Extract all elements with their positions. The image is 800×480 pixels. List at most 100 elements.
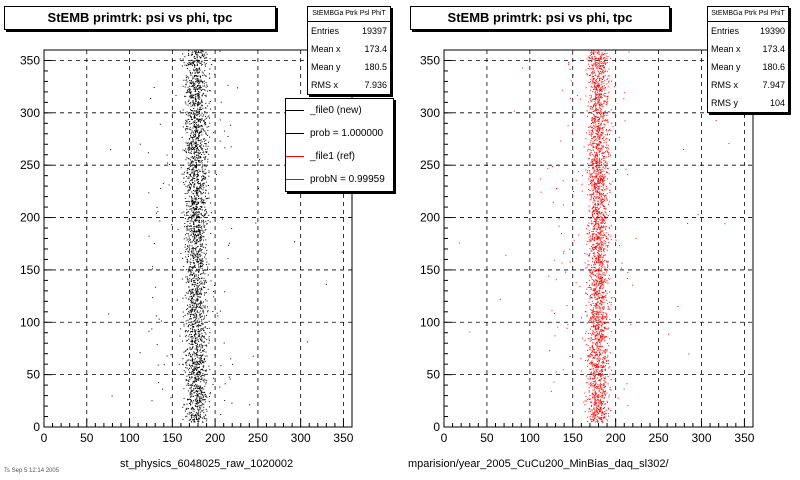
scatter-point (204, 156, 206, 158)
scatter-point (602, 383, 604, 385)
scatter-point (594, 253, 596, 255)
scatter-point (190, 208, 192, 210)
scatter-point (204, 281, 206, 283)
scatter-point (592, 145, 594, 147)
scatter-point (602, 323, 604, 325)
scatter-point (198, 161, 200, 163)
scatter-point (192, 211, 194, 213)
scatter-point (197, 378, 199, 380)
scatter-point (590, 179, 592, 181)
scatter-point (198, 145, 200, 147)
scatter-point (598, 98, 600, 100)
scatter-point (205, 173, 207, 175)
scatter-point (601, 402, 603, 404)
scatter-point (195, 134, 197, 136)
scatter-point (196, 226, 198, 228)
scatter-point (187, 77, 189, 79)
scatter-point (185, 119, 187, 121)
scatter-point (601, 134, 603, 136)
scatter-point (186, 91, 188, 93)
scatter-point (600, 401, 602, 403)
scatter-point (603, 385, 605, 387)
scatter-point (192, 84, 194, 86)
scatter-point (199, 267, 201, 269)
scatter-point (602, 338, 604, 340)
scatter-point (595, 138, 597, 140)
scatter-point (205, 281, 207, 283)
scatter-point (592, 309, 594, 311)
scatter-point (602, 115, 604, 117)
scatter-point (195, 414, 197, 416)
scatter-point (196, 349, 198, 351)
scatter-point (600, 161, 602, 163)
scatter-point (188, 103, 190, 105)
scatter-point (195, 322, 197, 324)
scatter-point (189, 239, 191, 241)
scatter-point (194, 66, 196, 68)
scatter-point (191, 310, 193, 312)
scatter-point (192, 202, 194, 204)
scatter-point (195, 387, 197, 389)
scatter-point (595, 210, 597, 212)
scatter-point (194, 142, 196, 144)
scatter-point (203, 358, 205, 360)
scatter-point (185, 354, 187, 356)
scatter-point (197, 403, 199, 405)
scatter-point (192, 178, 194, 180)
scatter-point (595, 222, 597, 224)
scatter-point (601, 362, 603, 364)
scatter-point (191, 219, 193, 221)
scatter-point (199, 415, 201, 417)
scatter-point (203, 416, 205, 418)
scatter-point (585, 359, 587, 361)
scatter-point (193, 229, 195, 231)
scatter-point (203, 203, 205, 205)
scatter-point (199, 67, 201, 69)
scatter-point (198, 140, 200, 142)
scatter-point (189, 92, 191, 94)
scatter-point (191, 321, 193, 323)
scatter-point (193, 407, 195, 409)
scatter-point (599, 192, 601, 194)
scatter-point (191, 343, 193, 345)
scatter-point (170, 354, 172, 356)
scatter-point (194, 104, 196, 106)
scatter-point (586, 233, 588, 235)
scatter-point (195, 405, 197, 407)
scatter-point (595, 351, 597, 353)
scatter-point (605, 381, 607, 383)
scatter-point (204, 256, 206, 258)
scatter-point (598, 99, 600, 101)
scatter-point (205, 75, 207, 77)
scatter-point (180, 252, 182, 254)
scatter-point (590, 152, 592, 154)
scatter-point (196, 77, 198, 79)
scatter-point (599, 149, 601, 151)
scatter-point (601, 340, 603, 342)
scatter-point (198, 150, 200, 152)
scatter-point (208, 263, 210, 265)
scatter-point (197, 350, 199, 352)
scatter-point (196, 213, 198, 215)
scatter-point (607, 328, 609, 330)
scatter-point (596, 354, 598, 356)
scatter-point (191, 414, 193, 416)
scatter-point (595, 132, 597, 134)
scatter-point (195, 197, 197, 199)
scatter-point (597, 395, 599, 397)
scatter-point (600, 189, 602, 191)
scatter-point (599, 191, 601, 193)
scatter-point (196, 217, 198, 219)
scatter-point (190, 355, 192, 357)
scatter-point (196, 339, 198, 341)
scatter-point (596, 420, 598, 422)
scatter-point (591, 181, 593, 183)
scatter-point (201, 232, 203, 234)
scatter-point (192, 122, 194, 124)
scatter-point (185, 379, 187, 381)
scatter-point (204, 327, 206, 329)
scatter-point (204, 395, 206, 397)
scatter-point (195, 208, 197, 210)
scatter-point (592, 216, 594, 218)
scatter-point (589, 286, 591, 288)
